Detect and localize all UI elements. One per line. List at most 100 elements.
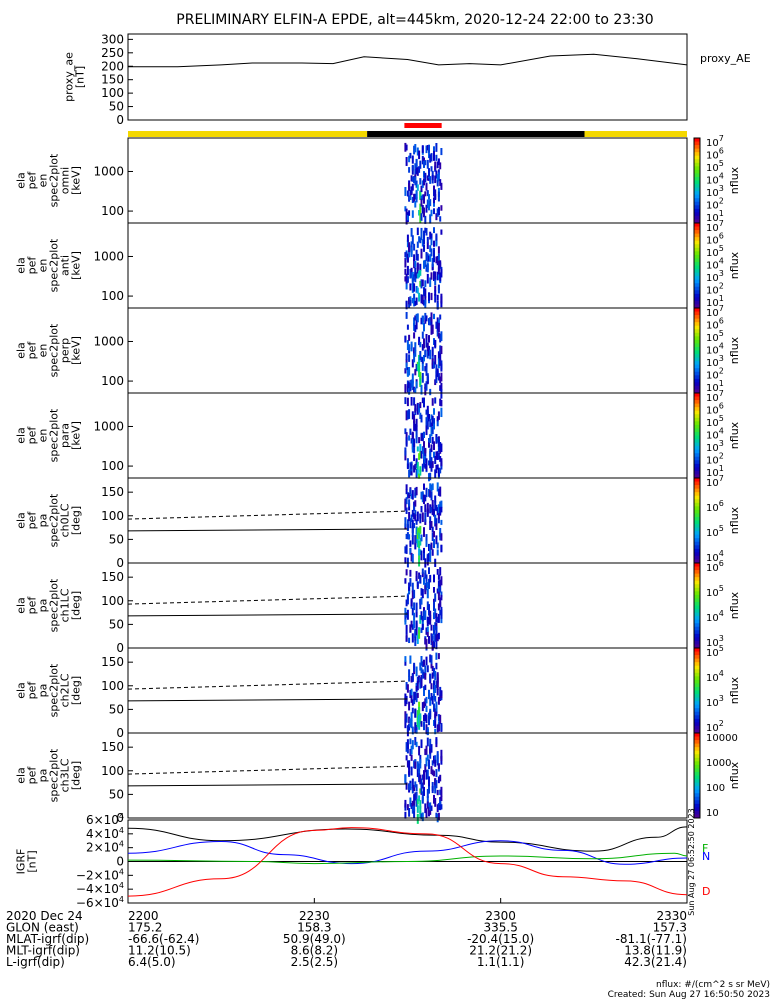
anti-loss-cone-line bbox=[127, 595, 408, 605]
flux-cell bbox=[411, 196, 414, 203]
flux-cell bbox=[414, 144, 417, 153]
colorbar-label: 103 bbox=[706, 354, 724, 369]
flux-cell bbox=[419, 513, 422, 524]
flux-cell bbox=[428, 200, 430, 211]
colorbar-segment bbox=[694, 325, 700, 330]
flux-cell bbox=[424, 504, 427, 513]
flux-cell bbox=[428, 335, 430, 343]
footer-value: 13.8(11.9) bbox=[624, 944, 687, 958]
flux-cell bbox=[425, 145, 428, 154]
flux-cell bbox=[421, 207, 424, 214]
colorbar-label: 106 bbox=[706, 559, 724, 574]
flux-cell bbox=[418, 336, 421, 346]
flux-cell bbox=[429, 744, 432, 754]
flux-cell bbox=[435, 662, 438, 670]
flux-cell bbox=[434, 622, 437, 631]
flux-cell bbox=[440, 506, 443, 513]
flux-cell bbox=[416, 761, 419, 771]
colorbar-segment bbox=[694, 385, 700, 390]
flux-cell bbox=[418, 527, 421, 536]
flux-cell bbox=[421, 373, 424, 383]
flux-cell bbox=[421, 589, 424, 599]
colorbar-segment bbox=[694, 499, 700, 504]
colorbar-segment bbox=[694, 428, 700, 433]
flux-cell bbox=[433, 531, 435, 538]
flux-cell bbox=[418, 356, 421, 363]
flux-cell bbox=[404, 656, 407, 662]
flux-cell bbox=[423, 161, 425, 168]
flux-cell bbox=[411, 633, 414, 643]
flux-cell bbox=[413, 662, 416, 672]
flux-cell bbox=[423, 287, 425, 297]
ytick-label: 100 bbox=[101, 509, 124, 523]
flux-cell bbox=[413, 699, 416, 705]
flux-cell bbox=[436, 549, 439, 556]
colorbar-segment bbox=[694, 198, 700, 203]
igrf-ytick-label: −6×104 bbox=[76, 895, 124, 910]
flux-cell bbox=[433, 451, 435, 458]
flux-cell bbox=[439, 260, 442, 269]
flux-cell bbox=[413, 254, 416, 261]
flux-cell bbox=[437, 653, 440, 660]
flux-cell bbox=[439, 586, 442, 593]
colorbar-segment bbox=[694, 357, 700, 362]
flux-cell bbox=[440, 591, 443, 598]
flux-cell bbox=[414, 722, 417, 731]
flux-cell bbox=[440, 795, 443, 802]
flux-cell bbox=[423, 260, 425, 269]
flux-cell bbox=[425, 757, 428, 767]
flux-cell bbox=[406, 385, 409, 393]
flux-cell bbox=[418, 166, 421, 173]
flux-cell bbox=[424, 764, 427, 773]
flux-cell bbox=[430, 166, 433, 172]
flux-cell bbox=[409, 518, 412, 529]
flux-cell bbox=[409, 548, 412, 555]
flux-cell bbox=[440, 301, 443, 308]
ylabel-line: spec2plot bbox=[48, 238, 61, 292]
colorbar-segment bbox=[694, 683, 700, 688]
flux-cell bbox=[429, 245, 432, 252]
flux-cell bbox=[414, 708, 417, 718]
flux-cell bbox=[413, 347, 416, 356]
flux-cell bbox=[418, 532, 421, 539]
flux-cell bbox=[420, 785, 423, 794]
flux-cell bbox=[413, 323, 416, 331]
flux-cell bbox=[413, 800, 416, 806]
igrf-ytick-label: −4×104 bbox=[76, 881, 124, 896]
colorbar-segment bbox=[694, 531, 700, 536]
flux-cell bbox=[437, 358, 440, 369]
ylabel-line: spec2plot bbox=[48, 323, 61, 377]
flux-cell bbox=[428, 152, 430, 159]
flux-cell bbox=[414, 387, 417, 394]
flux-cell bbox=[415, 430, 418, 438]
flux-cell bbox=[435, 434, 438, 444]
flux-cell bbox=[405, 144, 408, 151]
flux-cell bbox=[429, 697, 432, 706]
colorbar-label: 105 bbox=[706, 524, 724, 539]
ylabel-line: [nT] bbox=[74, 66, 87, 88]
flux-cell bbox=[440, 723, 443, 731]
footer-value: 2200 bbox=[128, 909, 159, 923]
flux-cell bbox=[430, 292, 433, 301]
flux-cell bbox=[408, 716, 411, 724]
flux-cell bbox=[413, 691, 416, 700]
flux-cell bbox=[434, 718, 437, 728]
flux-cell bbox=[414, 634, 417, 641]
flux-cell bbox=[437, 696, 440, 705]
proxy-ytick-label: 300 bbox=[101, 32, 124, 46]
ylabel-line: [nT] bbox=[26, 850, 39, 872]
flux-cell bbox=[415, 297, 418, 305]
flux-cell bbox=[404, 607, 407, 617]
colorbar-segment bbox=[694, 559, 700, 564]
flux-cell bbox=[425, 409, 428, 415]
flux-cell bbox=[437, 172, 440, 182]
colorbar-segment bbox=[694, 424, 700, 429]
ylabel-line: spec2plot bbox=[48, 663, 61, 717]
flux-cell bbox=[426, 626, 429, 632]
colorbar-segment bbox=[694, 527, 700, 532]
ylabel-line: ela bbox=[15, 512, 28, 529]
flux-cell bbox=[418, 403, 421, 413]
flux-cell bbox=[429, 176, 432, 184]
